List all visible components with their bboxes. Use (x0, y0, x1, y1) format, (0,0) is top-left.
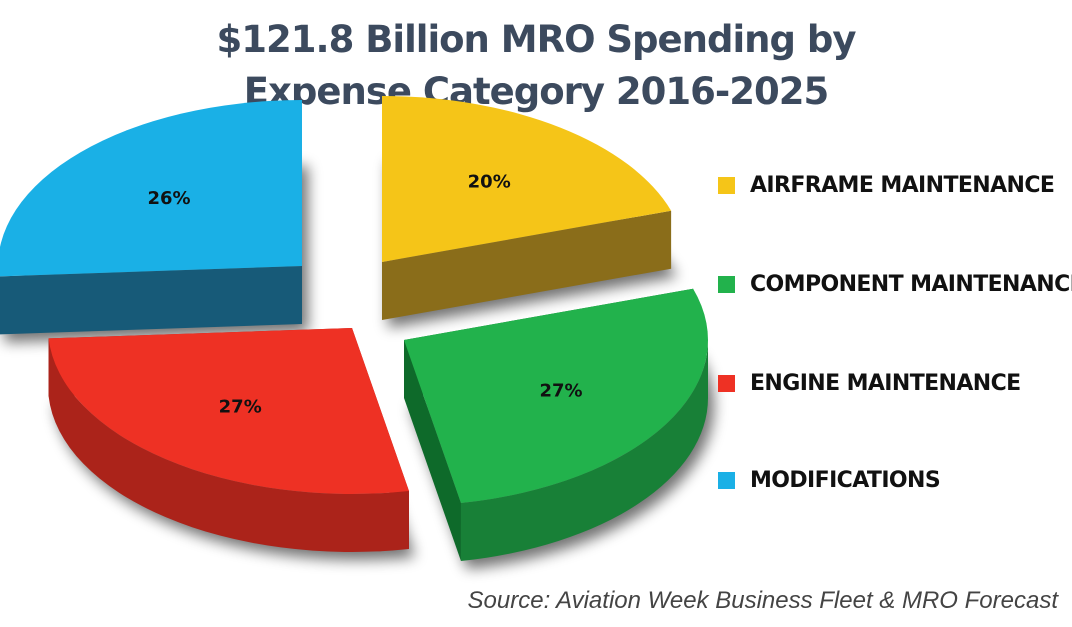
slice-label-engine: 27% (219, 397, 262, 418)
slice-airframe-top (382, 96, 672, 262)
legend-swatch-modifications (718, 471, 735, 489)
source-note: Source: Aviation Week Business Fleet & M… (467, 587, 1058, 614)
slice-component-face (404, 340, 461, 562)
legend-label-airframe: AIRFRAME MAINTENANCE (750, 172, 1055, 198)
slice-engine (48, 328, 409, 552)
legend-label-modifications: MODIFICATIONS (750, 467, 941, 493)
slice-component-top (404, 288, 708, 504)
legend-swatch-component (718, 275, 735, 293)
legend-item-component: COMPONENT MAINTENANCE (718, 267, 1072, 301)
pie-slices (0, 96, 708, 562)
slice-label-modifications: 26% (147, 188, 190, 209)
slice-component-side (460, 340, 708, 562)
legend-swatch-engine (718, 374, 735, 392)
legend-swatch-airframe (718, 176, 735, 194)
chart-title: $121.8 Billion MRO Spending by Expense C… (0, 14, 1072, 118)
pie-labels: 20% 27% 27% 26% (147, 171, 582, 417)
chart-title-line-2: Expense Category 2016-2025 (243, 70, 829, 113)
legend-label-engine: ENGINE MAINTENANCE (750, 370, 1021, 396)
slice-airframe (382, 96, 672, 320)
slice-engine-side (48, 338, 409, 552)
slice-modifications-face (0, 266, 302, 335)
slice-label-airframe: 20% (468, 171, 511, 192)
legend-label-component: COMPONENT MAINTENANCE (750, 271, 1072, 297)
chart-title-line-1: $121.8 Billion MRO Spending by (216, 18, 857, 61)
slice-label-component: 27% (539, 381, 582, 402)
slice-component (404, 288, 708, 562)
slice-modifications (0, 100, 302, 335)
legend-item-airframe: AIRFRAME MAINTENANCE (718, 168, 1068, 202)
legend-item-engine: ENGINE MAINTENANCE (718, 366, 1068, 400)
slice-modifications-top (0, 100, 302, 277)
legend-item-modifications: MODIFICATIONS (718, 463, 1068, 497)
slice-engine-top (48, 328, 409, 495)
slice-airframe-face (382, 210, 672, 320)
